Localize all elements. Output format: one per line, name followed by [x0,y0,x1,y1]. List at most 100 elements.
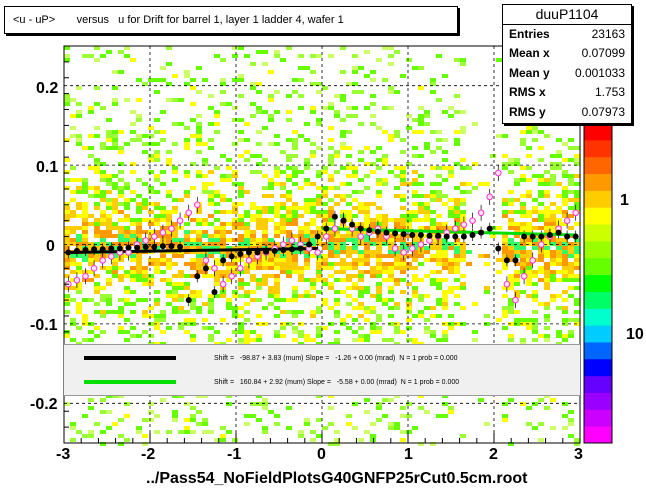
z-tick-label: 1 [620,192,629,209]
color-scale-segment [584,308,612,326]
pink-point [400,249,408,256]
black-point [512,257,519,264]
pink-point [194,201,201,209]
black-point [271,247,278,254]
black-point [400,231,407,238]
black-point [409,231,416,238]
stats-key: Mean y [509,65,550,80]
black-point [521,233,528,240]
stats-key: RMS x [509,85,546,100]
black-point [435,232,442,239]
pink-point [460,221,468,228]
legend-entry-green: Shift = 160.84 + 2.92 (mum) Slope = -5.5… [64,375,580,389]
x-tick-label: -2 [141,446,156,463]
x-tick-label: -3 [56,446,71,463]
color-scale-segment [584,240,612,259]
stats-name: duuP1104 [503,5,631,25]
x-tick-label: 2 [489,446,498,463]
black-point [460,233,467,240]
black-point [134,244,141,251]
pink-point [469,217,476,224]
stats-value: 1.753 [594,85,625,100]
color-scale-segment [584,325,612,343]
color-scale-segment [584,139,612,158]
x-tick-label: -1 [227,446,242,463]
color-scale-segment [584,426,612,444]
black-point [374,228,381,235]
pink-point [529,257,537,264]
pink-point [90,265,98,272]
black-point [443,233,450,240]
color-scale-segment [584,375,612,393]
black-point [349,221,356,228]
stats-row: Mean y 0.001033 [503,64,631,83]
pink-point [391,245,399,252]
black-point [254,249,261,256]
legend-swatch [84,380,176,384]
pink-point [168,225,175,232]
black-point [202,265,209,272]
black-point [503,257,510,264]
legend-text: Shift = 160.84 + 2.92 (mum) Slope = -5.5… [214,378,460,386]
pink-point [219,280,227,288]
legend-swatch [84,356,176,360]
black-point [452,233,459,240]
x-tick-label: 1 [404,446,413,463]
pink-point [417,241,425,248]
color-scale-segment [584,358,612,377]
file-path-label: ../Pass54_NoFieldPlotsG40GNFP25rCut0.5cm… [146,470,528,487]
black-point [529,233,536,240]
pink-point [185,209,192,217]
fit-legend: Shift = -98.87 + 3.83 (mum) Slope = -1.2… [64,344,580,396]
pink-point [159,229,167,236]
black-point [91,246,98,253]
black-point [211,289,218,296]
pink-point [572,209,580,217]
pink-point [176,217,184,224]
pink-point [228,272,235,280]
color-scale-segment [584,257,612,276]
pink-point [245,257,253,264]
black-point [366,227,373,234]
pink-point [331,225,339,232]
color-scale-segment [584,173,612,191]
color-scale-segment [584,341,612,360]
color-scale [583,122,613,444]
stats-value: 23163 [591,27,625,41]
y-tick-label: -0.2 [30,396,58,413]
black-point [340,217,347,224]
black-point [383,229,390,236]
color-scale-segment [584,123,612,141]
pink-point [323,233,330,240]
pink-point [142,237,149,244]
color-scale-segment [584,224,612,242]
color-scale-segment [584,274,612,292]
black-point [280,247,287,254]
pink-point [486,193,494,201]
pink-point [357,233,365,240]
black-point [194,273,201,280]
y-tick-label: 0.2 [36,80,59,97]
pink-point [452,225,459,232]
pink-point [211,265,218,272]
stats-key: RMS y [509,104,546,119]
stats-value: 0.001033 [574,65,625,80]
stats-row: Entries 23163 [503,25,631,44]
pink-point [477,209,485,217]
pink-point [202,257,210,264]
color-scale-segment [584,409,612,427]
black-point [495,245,502,252]
z-tick-label: 10 [626,326,644,343]
stats-row: RMS x 1.753 [503,83,631,102]
color-scale-segment [584,207,612,225]
black-point [417,231,424,238]
color-scale-segment [584,156,612,175]
black-point [538,233,545,240]
legend-text: Shift = -98.87 + 3.83 (mum) Slope = -1.2… [214,354,458,362]
x-tick-label: 3 [574,446,583,463]
pink-point [288,237,296,244]
x-tick-label: 0 [317,446,326,463]
black-point [159,243,166,250]
black-point [99,246,106,253]
stats-box: duuP1104 Entries 23163 Mean x 0.07099 Mean… [502,4,632,124]
